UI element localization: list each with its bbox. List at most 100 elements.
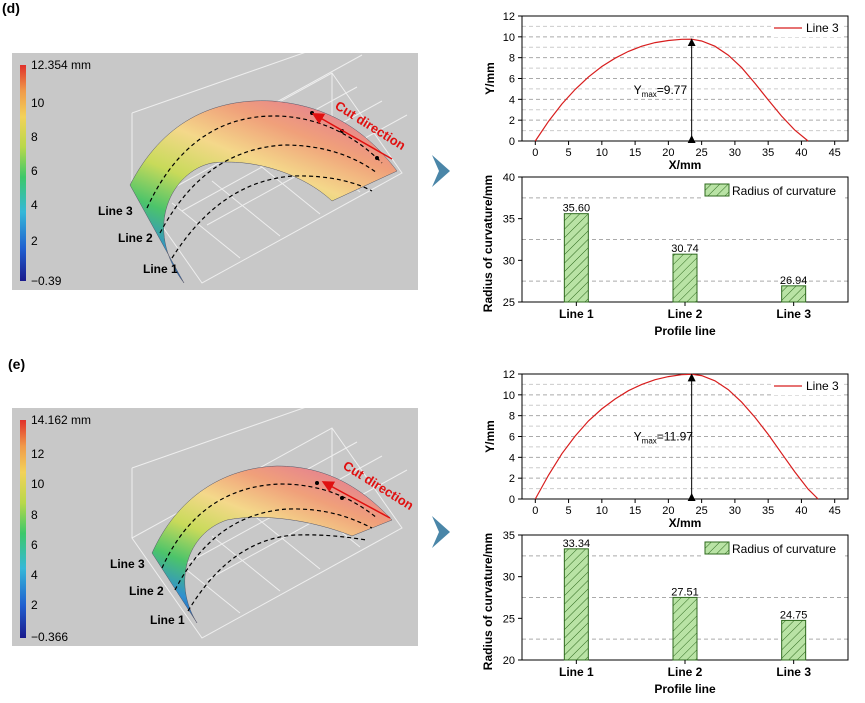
legend-label: Radius of curvature [732, 542, 836, 556]
surface-plot-e: 14.162 mm 12 10 8 6 4 2 −0.366 Cut direc… [12, 397, 418, 646]
profile-line-2-d [159, 144, 378, 234]
colorbar-tick-e: 10 [31, 477, 45, 491]
colorbar-tick-d: 8 [31, 130, 38, 144]
profile-line-1-e [187, 534, 368, 612]
line-label-d: Line 2 [118, 231, 153, 245]
legend-label: Line 3 [806, 379, 839, 393]
y-tick-label: 30 [503, 255, 515, 267]
legend-box [772, 19, 844, 37]
x-tick-label: 25 [696, 505, 708, 517]
y-tick-label: 10 [503, 32, 515, 44]
legend-box [772, 377, 844, 395]
y-tick-label: 10 [503, 390, 515, 402]
colorbar-e [20, 420, 26, 638]
x-tick-label: 20 [662, 505, 674, 517]
line-chart-d: 0 2 4 6 8 10 12 0 5 10 15 20 25 30 35 40 45 X/mm Y/mm Line … [483, 11, 849, 172]
bar-chart-e: 20 25 30 35 33.34 Line 1 27.51 Line 2 24.75 Line … [481, 530, 849, 696]
surface-3d-d: 12.354 mm 10 8 6 4 2 −0.39 Cut direction… [20, 42, 408, 288]
bar [563, 213, 589, 303]
y-tick-label: 2 [509, 115, 515, 127]
y-tick-label: 25 [503, 297, 515, 309]
surface-plot-d: 12.354 mm 10 8 6 4 2 −0.39 Cut direction… [12, 42, 418, 290]
x-tick-label: Line 1 [559, 665, 594, 679]
bar [781, 285, 807, 303]
colorbar-min-d: −0.39 [31, 274, 62, 288]
x-tick-label: 0 [532, 147, 538, 159]
y-axis-label: Y/mm [483, 420, 497, 453]
colorbar-tick-d: 6 [31, 164, 38, 178]
x-tick-label: 35 [762, 505, 774, 517]
colorbar-tick-e: 2 [31, 598, 38, 612]
x-tick-label: 5 [566, 147, 572, 159]
x-axis-label: Profile line [654, 324, 716, 338]
bar [563, 548, 589, 661]
cut-direction-arrow-d [311, 113, 393, 160]
profile-line-3-e [161, 483, 378, 569]
x-tick-label: Line 3 [776, 665, 811, 679]
y-tick-label: 35 [503, 214, 515, 226]
y-axis-label: Radius of curvature/mm [481, 533, 495, 670]
x-tick-label: 35 [762, 147, 774, 159]
line-label-e: Line 1 [150, 613, 185, 627]
y-tick-label: 30 [503, 572, 515, 584]
bar-value-label: 30.74 [671, 243, 699, 255]
colorbar-tick-d: 10 [31, 96, 45, 110]
surface-mesh-d [129, 100, 398, 284]
x-tick-label: Line 2 [668, 307, 703, 321]
profile-line-3-d [146, 115, 383, 209]
y-tick-label: 25 [503, 613, 515, 625]
legend-swatch [704, 541, 730, 555]
x-tick-label: 45 [829, 147, 841, 159]
x-tick-label: 10 [596, 147, 608, 159]
y-tick-label: 2 [509, 473, 515, 485]
legend-box [703, 539, 845, 557]
profile-line-2-e [174, 508, 373, 591]
line-label-e: Line 3 [110, 557, 145, 571]
x-tick-label: 25 [696, 147, 708, 159]
y-tick-label: 4 [509, 452, 515, 464]
y-tick-label: 8 [509, 53, 515, 65]
series-line [534, 38, 809, 142]
x-tick-label: 40 [795, 505, 807, 517]
bar-chart-d: 25 30 35 40 35.60 Line 1 30.74 Line 2 26.94 Line … [481, 172, 849, 338]
line-label-d: Line 3 [98, 204, 133, 218]
bar-value-label: 27.51 [671, 586, 699, 598]
x-tick-label: 0 [532, 505, 538, 517]
surface-mesh-e [151, 465, 393, 624]
y-tick-label: 6 [509, 74, 515, 86]
y-tick-label: 0 [509, 136, 515, 148]
colorbar-tick-e: 12 [31, 447, 45, 461]
series-line [534, 373, 819, 500]
x-tick-label: 30 [729, 505, 741, 517]
x-tick-label: 40 [795, 147, 807, 159]
x-axis-label: X/mm [669, 516, 702, 530]
colorbar-tick-e: 6 [31, 538, 38, 552]
x-tick-label: 5 [566, 505, 572, 517]
y-tick-label: 20 [503, 655, 515, 667]
y-tick-label: 40 [503, 172, 515, 184]
line-chart-e: 0 2 4 6 8 10 12 0 5 10 15 20 25 30 35 40 45 X/mm Y/mm Line … [483, 369, 849, 530]
panel-label-e: (e) [8, 356, 26, 372]
x-axis-label: Profile line [654, 682, 716, 696]
y-tick-label: 12 [503, 11, 515, 23]
line-label-e: Line 2 [129, 584, 164, 598]
cut-direction-arrow-e [321, 481, 391, 519]
colorbar-d [20, 65, 26, 281]
profile-line-1-d [171, 175, 373, 259]
chevron-right-icon [432, 155, 450, 187]
surface-3d-e: 14.162 mm 12 10 8 6 4 2 −0.366 Cut direc… [20, 397, 416, 644]
bar-value-label: 24.75 [780, 609, 808, 621]
x-tick-label: 15 [629, 505, 641, 517]
colorbar-max-d: 12.354 mm [31, 58, 91, 72]
colorbar-max-e: 14.162 mm [31, 413, 91, 427]
bar [672, 596, 698, 661]
bar-value-label: 35.60 [563, 203, 591, 215]
x-tick-label: 10 [596, 505, 608, 517]
ymax-label: Ymax=9.77 [634, 83, 688, 99]
y-tick-label: 6 [509, 432, 515, 444]
line-label-d: Line 1 [143, 262, 178, 276]
x-tick-label: 45 [829, 505, 841, 517]
legend-label: Line 3 [806, 21, 839, 35]
y-tick-label: 8 [509, 411, 515, 423]
ymax-label: Ymax=11.97 [634, 430, 694, 446]
